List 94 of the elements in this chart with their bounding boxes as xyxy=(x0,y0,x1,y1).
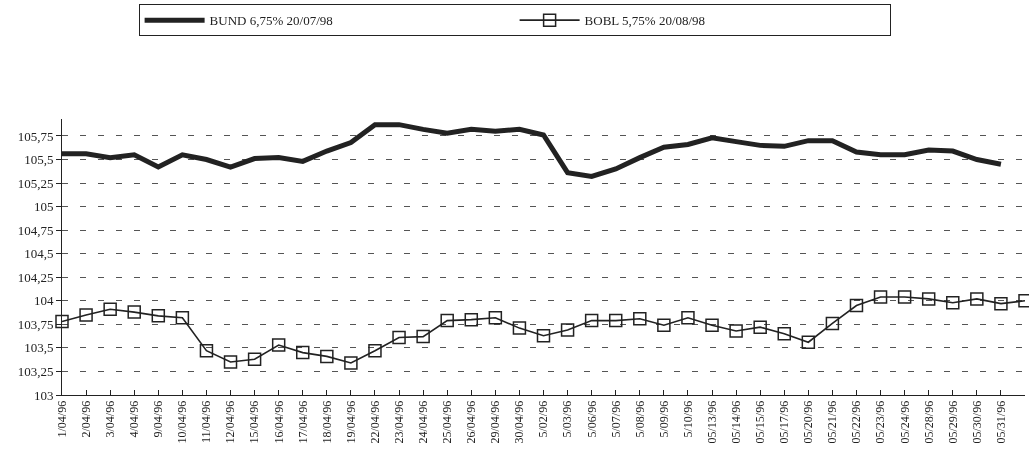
x-tick-label: 15/04/96 xyxy=(247,400,262,444)
y-tick-label: 104,25 xyxy=(17,269,54,285)
x-tick-label: 3/04/96 xyxy=(103,400,118,438)
x-tick-label: 5/09/96 xyxy=(656,400,671,438)
point xyxy=(729,324,743,338)
point xyxy=(825,316,840,331)
x-tick-label: 05/29/96 xyxy=(945,400,960,444)
point xyxy=(199,343,214,358)
point xyxy=(344,356,358,370)
y-tick-label: 105,25 xyxy=(17,175,54,191)
y-tick-label: 103,75 xyxy=(17,316,54,332)
y-tick-label: 103,5 xyxy=(24,340,54,356)
y-tick-label: 105 xyxy=(33,199,54,215)
y-tick-label: 103,25 xyxy=(17,364,54,379)
x-tick-label: 24/04/96 xyxy=(416,400,431,444)
point xyxy=(271,338,286,352)
point xyxy=(151,309,166,323)
point xyxy=(296,345,310,360)
x-tick-label: 16/04/96 xyxy=(271,400,286,444)
x-tick-label: 05/20/96 xyxy=(801,400,816,444)
x-tick-label: 30/04/96 xyxy=(512,400,527,444)
x-tick-label: 05/22/96 xyxy=(849,400,864,444)
x-tick-label: 9/04/96 xyxy=(151,400,166,438)
x-tick-label: 05/13/96 xyxy=(704,400,719,444)
point xyxy=(897,290,912,304)
x-tick-label: 05/21/96 xyxy=(825,400,840,444)
point xyxy=(320,349,334,364)
point xyxy=(801,335,816,349)
point xyxy=(464,312,479,327)
x-tick-label: 18/04/96 xyxy=(319,400,334,444)
x-tick-label: 25/04/96 xyxy=(440,400,455,444)
x-tick-label: 05/28/96 xyxy=(921,400,936,444)
x-tick-label: 22/04/96 xyxy=(367,400,382,444)
point xyxy=(705,318,719,333)
x-tick-label: 1/04/96 xyxy=(54,400,69,438)
x-tick-label: 26/04/96 xyxy=(464,400,479,444)
x-tick-label: 05/17/96 xyxy=(777,400,792,444)
point xyxy=(416,329,430,344)
y-tick-label: 105,75 xyxy=(17,128,54,144)
x-tick-label: 05/31/96 xyxy=(993,400,1008,444)
x-tick-label: 05/30/96 xyxy=(969,400,984,444)
x-tick-label: 12/04/96 xyxy=(223,400,238,444)
point xyxy=(970,292,984,306)
point xyxy=(440,313,454,328)
point xyxy=(175,311,190,325)
x-tick-label: 5/03/96 xyxy=(560,400,575,438)
x-tick-label: 23/04/96 xyxy=(391,400,406,444)
x-tick-label: 19/04/96 xyxy=(343,400,358,444)
point xyxy=(79,308,93,322)
point xyxy=(512,321,527,335)
point xyxy=(657,318,671,333)
point xyxy=(946,295,960,310)
point xyxy=(777,327,791,341)
x-tick-label: 29/04/96 xyxy=(488,400,503,444)
point xyxy=(368,343,382,358)
x-tick-label: 10/04/96 xyxy=(175,400,190,444)
legend-label: BUND 6,75% 20/07/98 xyxy=(209,13,333,29)
x-tick-label: 5/08/96 xyxy=(632,400,647,438)
y-tick-label: 103 xyxy=(33,387,54,403)
x-tick-label: 5/10/96 xyxy=(680,400,695,438)
x-tick-label: 05/15/96 xyxy=(753,400,768,444)
point xyxy=(247,352,262,366)
point xyxy=(560,323,575,337)
y-tick-label: 104,75 xyxy=(17,222,54,238)
point xyxy=(921,292,936,306)
x-tick-label: 5/06/96 xyxy=(584,400,599,438)
point xyxy=(223,355,238,369)
point xyxy=(994,296,1008,311)
point xyxy=(392,330,406,345)
point xyxy=(633,311,647,326)
x-tick-label: 05/14/96 xyxy=(729,400,743,444)
y-tick-label: 104,5 xyxy=(24,246,54,262)
x-tick-label: 5/02/96 xyxy=(536,400,551,438)
point xyxy=(55,314,69,329)
point xyxy=(873,290,888,304)
x-tick-label: 05/24/96 xyxy=(897,400,912,444)
point xyxy=(536,328,551,343)
x-tick-label: 05/23/96 xyxy=(873,400,888,444)
point xyxy=(488,311,503,325)
legend-label: BOBL 5,75% 20/08/98 xyxy=(584,13,706,29)
x-tick-label: 11/04/96 xyxy=(199,400,214,444)
point xyxy=(584,313,599,328)
y-tick-label: 105,5 xyxy=(24,152,54,168)
y-tick-label: 104 xyxy=(33,293,54,309)
point xyxy=(127,305,141,319)
point xyxy=(103,302,117,317)
x-tick-label: 4/04/96 xyxy=(127,400,142,438)
x-tick-label: 17/04/96 xyxy=(295,400,310,444)
point xyxy=(849,298,864,313)
x-tick-label: 2/04/96 xyxy=(78,400,93,438)
point xyxy=(608,313,623,328)
x-tick-label: 5/07/96 xyxy=(608,400,623,438)
point xyxy=(681,311,695,325)
point xyxy=(753,320,767,334)
